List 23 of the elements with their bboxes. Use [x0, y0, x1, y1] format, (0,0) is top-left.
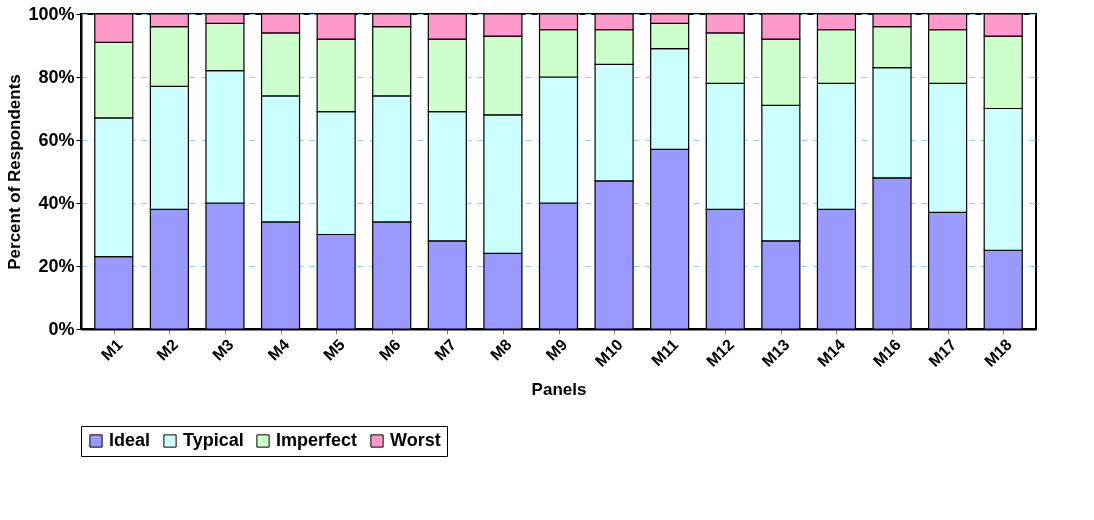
x-tick-label: M4 [264, 335, 293, 364]
x-tick-label: M10 [591, 335, 626, 370]
legend-label: Worst [390, 430, 441, 450]
x-tick-label: M9 [542, 335, 571, 364]
x-tick-label: M8 [486, 335, 515, 364]
x-tick-label: M6 [375, 335, 404, 364]
y-tick-label: 0% [48, 318, 75, 339]
y-tick-label: 100% [28, 3, 75, 24]
x-tick-label: M5 [320, 335, 349, 364]
legend-label: Imperfect [276, 430, 358, 450]
x-tick-label: M3 [209, 335, 237, 364]
y-tick-label: 20% [38, 255, 75, 276]
y-tick-label: 80% [38, 66, 75, 87]
y-tick-label: 40% [38, 192, 75, 213]
x-tick-label: M2 [153, 335, 182, 364]
y-tick-label: 60% [38, 129, 75, 150]
legend-label: Ideal [109, 430, 151, 450]
x-axis-title: Panels [531, 379, 587, 399]
x-tick-label: M7 [431, 335, 460, 364]
legend-label: Typical [183, 430, 244, 450]
x-tick-label: M1 [97, 335, 126, 364]
y-axis-title: Percent of Respondents [5, 74, 25, 270]
x-tick-label: M11 [648, 335, 682, 370]
